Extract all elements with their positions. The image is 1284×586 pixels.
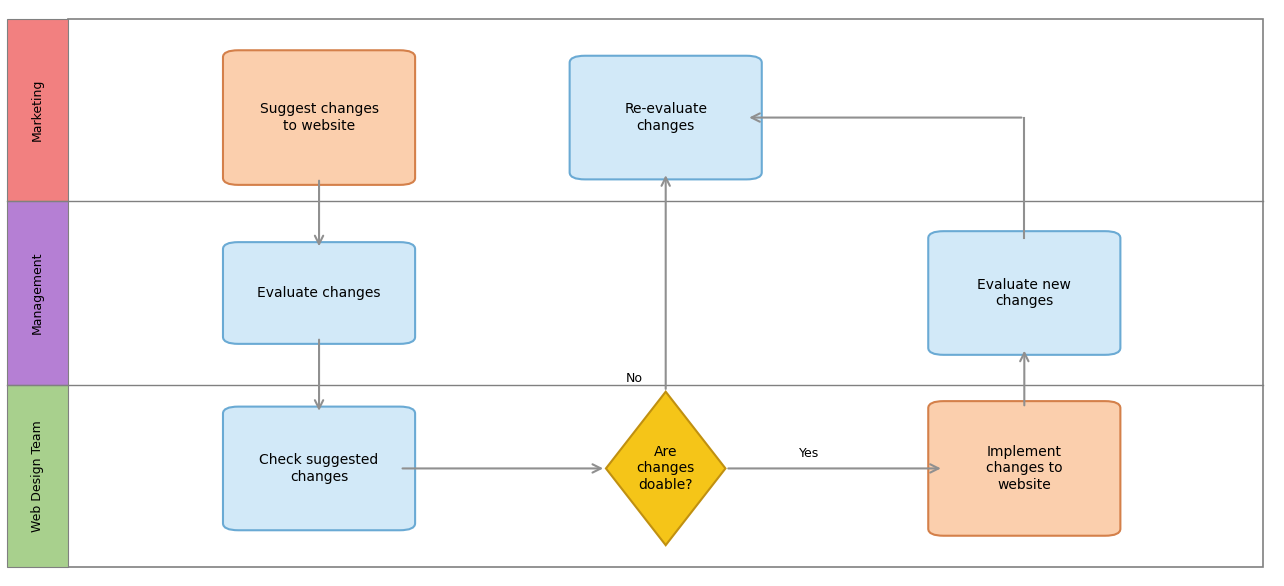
Text: Management: Management — [31, 252, 44, 334]
FancyBboxPatch shape — [223, 242, 415, 344]
FancyBboxPatch shape — [928, 401, 1121, 536]
Text: Marketing: Marketing — [31, 79, 44, 141]
FancyBboxPatch shape — [570, 56, 761, 179]
Text: Are
changes
doable?: Are changes doable? — [637, 445, 695, 492]
Text: Web Design Team: Web Design Team — [31, 420, 44, 532]
Text: Suggest changes
to website: Suggest changes to website — [259, 103, 379, 132]
FancyBboxPatch shape — [223, 407, 415, 530]
Text: Evaluate changes: Evaluate changes — [257, 286, 381, 300]
Text: Re-evaluate
changes: Re-evaluate changes — [624, 103, 707, 132]
Text: Yes: Yes — [799, 447, 819, 459]
Text: Evaluate new
changes: Evaluate new changes — [977, 278, 1071, 308]
Polygon shape — [606, 391, 725, 545]
Text: Check suggested
changes: Check suggested changes — [259, 454, 379, 483]
Bar — [6, 19, 68, 202]
FancyBboxPatch shape — [928, 231, 1121, 355]
Text: Implement
changes to
website: Implement changes to website — [986, 445, 1063, 492]
Bar — [6, 202, 68, 384]
FancyBboxPatch shape — [223, 50, 415, 185]
Text: No: No — [625, 372, 642, 384]
Bar — [6, 384, 68, 567]
